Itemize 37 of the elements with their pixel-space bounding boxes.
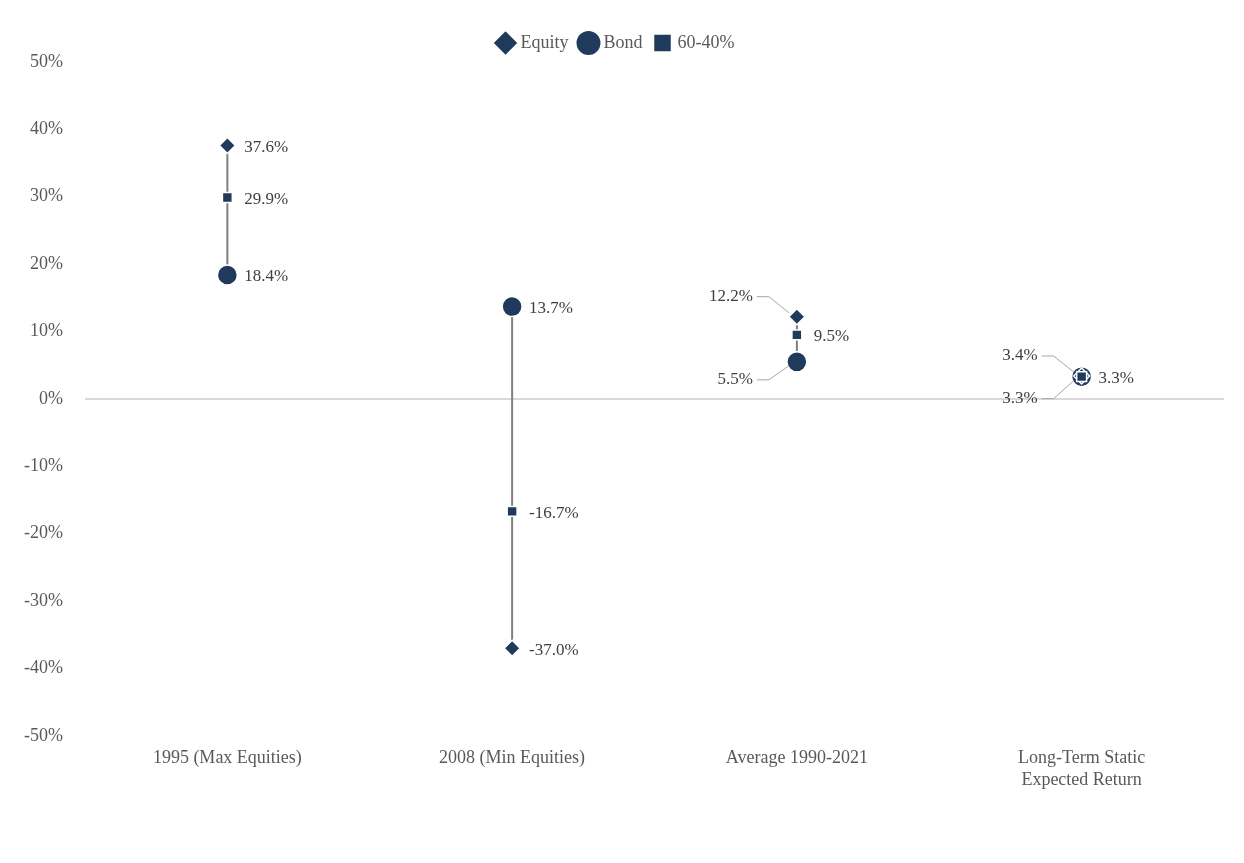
- y-tick-label: -30%: [23, 589, 63, 610]
- data-label: 12.2%: [708, 286, 753, 306]
- point: [791, 329, 803, 341]
- legend-label: Equity: [520, 31, 569, 52]
- data-label: 18.4%: [244, 266, 289, 286]
- y-tick-label: 20%: [29, 252, 63, 273]
- y-tick-label: 40%: [29, 118, 63, 139]
- data-label: -16.7%: [529, 502, 579, 522]
- point: [503, 639, 521, 657]
- y-tick-label: 30%: [29, 185, 63, 206]
- y-tick-label: 10%: [29, 320, 63, 341]
- point: [218, 136, 237, 155]
- point: [216, 264, 239, 286]
- point: [501, 295, 523, 318]
- point: [786, 351, 808, 373]
- point: [506, 505, 518, 518]
- y-tick-label: 50%: [29, 50, 63, 71]
- y-tick-label: 0%: [38, 387, 63, 408]
- data-label: 37.6%: [244, 137, 289, 157]
- y-tick-label: -20%: [23, 522, 63, 543]
- data-label: 3.3%: [1002, 388, 1038, 408]
- data-label: -37.0%: [529, 639, 579, 659]
- data-label: 29.9%: [244, 188, 289, 208]
- x-tick-label: 2008 (Min Equities): [439, 747, 586, 769]
- data-label: 3.4%: [1002, 345, 1038, 365]
- legend-label: 60-40%: [677, 31, 735, 52]
- y-tick-label: -50%: [23, 724, 63, 745]
- x-tick-label: Average 1990-2021: [725, 747, 868, 768]
- data-label: 13.7%: [529, 298, 574, 318]
- data-label: 5.5%: [717, 369, 753, 389]
- data-label: 9.5%: [813, 326, 850, 346]
- x-tick-label: 1995 (Max Equities): [152, 747, 302, 769]
- y-tick-label: -40%: [23, 657, 63, 678]
- y-tick-label: -10%: [23, 455, 63, 476]
- x-tick-label: Long-Term Static Expected Return: [1018, 747, 1146, 789]
- data-label: 3.3%: [1098, 368, 1135, 388]
- legend-label: Bond: [603, 31, 643, 52]
